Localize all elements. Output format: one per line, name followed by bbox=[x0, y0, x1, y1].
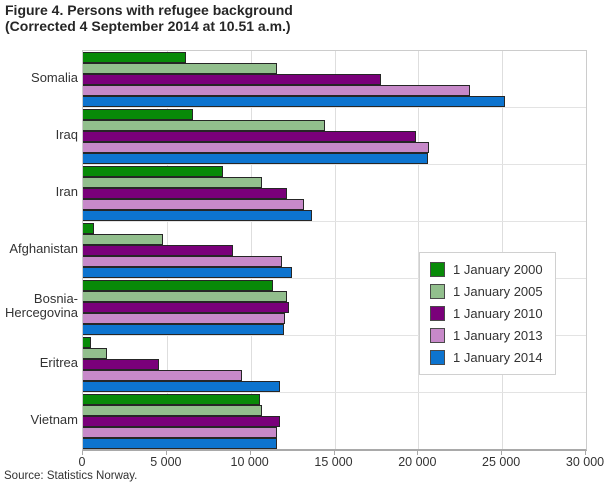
bar bbox=[83, 222, 95, 234]
bar bbox=[83, 209, 313, 221]
bar bbox=[83, 73, 381, 85]
bar bbox=[83, 198, 304, 210]
vertical-gridline bbox=[250, 51, 252, 449]
x-tick-mark bbox=[501, 451, 503, 455]
y-axis-label: Iran bbox=[55, 184, 78, 200]
bar bbox=[83, 255, 282, 267]
bar bbox=[83, 108, 193, 120]
bar bbox=[83, 415, 281, 427]
y-axis-label: Somalia bbox=[31, 70, 78, 86]
bar bbox=[83, 152, 428, 164]
legend-item: 1 January 2000 bbox=[430, 262, 543, 277]
y-axis-label: Afghanistan bbox=[9, 241, 78, 256]
legend: 1 January 2000 1 January 2005 1 January 20… bbox=[419, 252, 556, 375]
bar bbox=[83, 141, 430, 153]
legend-swatch bbox=[430, 262, 445, 277]
figure-subtitle: (Corrected 4 September 2014 at 10.51 a.m… bbox=[5, 18, 291, 34]
figure-header: Figure 4. Persons with refugee backgroun… bbox=[5, 2, 293, 34]
bar bbox=[83, 84, 470, 96]
vertical-gridline bbox=[418, 51, 420, 449]
x-axis-label: 25 000 bbox=[482, 455, 521, 469]
bar bbox=[83, 369, 242, 381]
legend-swatch bbox=[430, 328, 445, 343]
category-band bbox=[83, 222, 586, 279]
bar bbox=[83, 51, 187, 63]
legend-swatch bbox=[430, 306, 445, 321]
bar bbox=[83, 279, 274, 291]
x-tick-mark bbox=[417, 451, 419, 455]
legend-item: 1 January 2010 bbox=[430, 306, 543, 321]
bar bbox=[83, 393, 261, 405]
category-band bbox=[83, 165, 586, 222]
x-tick-mark bbox=[249, 451, 251, 455]
bar bbox=[83, 233, 163, 245]
x-axis-label: 10 000 bbox=[230, 455, 269, 469]
bar bbox=[83, 119, 326, 131]
legend-label: 1 January 2000 bbox=[453, 262, 543, 277]
legend-label: 1 January 2014 bbox=[453, 350, 543, 365]
bar bbox=[83, 187, 287, 199]
legend-label: 1 January 2013 bbox=[453, 328, 543, 343]
category-band bbox=[83, 336, 586, 393]
bar bbox=[83, 404, 262, 416]
bar bbox=[83, 62, 277, 74]
vertical-gridline bbox=[502, 51, 504, 449]
y-axis-label: Bosnia- Hercegovina bbox=[5, 290, 78, 320]
x-axis-label: 5 000 bbox=[150, 455, 182, 469]
bar bbox=[83, 336, 91, 348]
x-tick-mark bbox=[82, 451, 83, 455]
bar bbox=[83, 95, 505, 107]
bar bbox=[83, 426, 277, 438]
legend-swatch bbox=[430, 284, 445, 299]
legend-swatch bbox=[430, 350, 445, 365]
bar bbox=[83, 290, 287, 302]
x-tick-mark bbox=[585, 451, 586, 455]
y-axis-label: Eritrea bbox=[39, 354, 78, 370]
bar bbox=[83, 312, 286, 324]
bar bbox=[83, 380, 281, 392]
legend-label: 1 January 2010 bbox=[453, 306, 543, 321]
bar bbox=[83, 130, 416, 142]
figure-title: Figure 4. Persons with refugee backgroun… bbox=[5, 2, 293, 18]
category-band bbox=[83, 393, 586, 449]
bar bbox=[83, 301, 289, 313]
y-axis-label: Iraq bbox=[55, 127, 78, 143]
legend-label: 1 January 2005 bbox=[453, 284, 543, 299]
legend-item: 1 January 2013 bbox=[430, 328, 543, 343]
category-band bbox=[83, 108, 586, 165]
bar bbox=[83, 244, 234, 256]
category-band bbox=[83, 279, 586, 336]
bars-layer bbox=[83, 51, 586, 449]
bar bbox=[83, 347, 108, 359]
source-note: Source: Statistics Norway. bbox=[4, 470, 138, 482]
bar bbox=[83, 266, 292, 278]
bar bbox=[83, 437, 277, 449]
x-tick-mark bbox=[333, 451, 335, 455]
legend-item: 1 January 2014 bbox=[430, 350, 543, 365]
legend-item: 1 January 2005 bbox=[430, 284, 543, 299]
x-axis-label: 15 000 bbox=[314, 455, 353, 469]
vertical-gridline bbox=[334, 51, 336, 449]
bar bbox=[83, 323, 284, 335]
bar bbox=[83, 165, 224, 177]
bar bbox=[83, 176, 262, 188]
x-axis-label: 30 000 bbox=[565, 455, 605, 469]
y-axis-label: Vietnam bbox=[30, 411, 78, 427]
x-tick-mark bbox=[165, 451, 167, 455]
x-axis-label: 0 bbox=[78, 455, 86, 469]
bar bbox=[83, 358, 160, 370]
x-axis-label: 20 000 bbox=[398, 455, 437, 469]
category-band bbox=[83, 51, 586, 108]
plot-area: 1 January 2000 1 January 2005 1 January 20… bbox=[82, 50, 587, 451]
